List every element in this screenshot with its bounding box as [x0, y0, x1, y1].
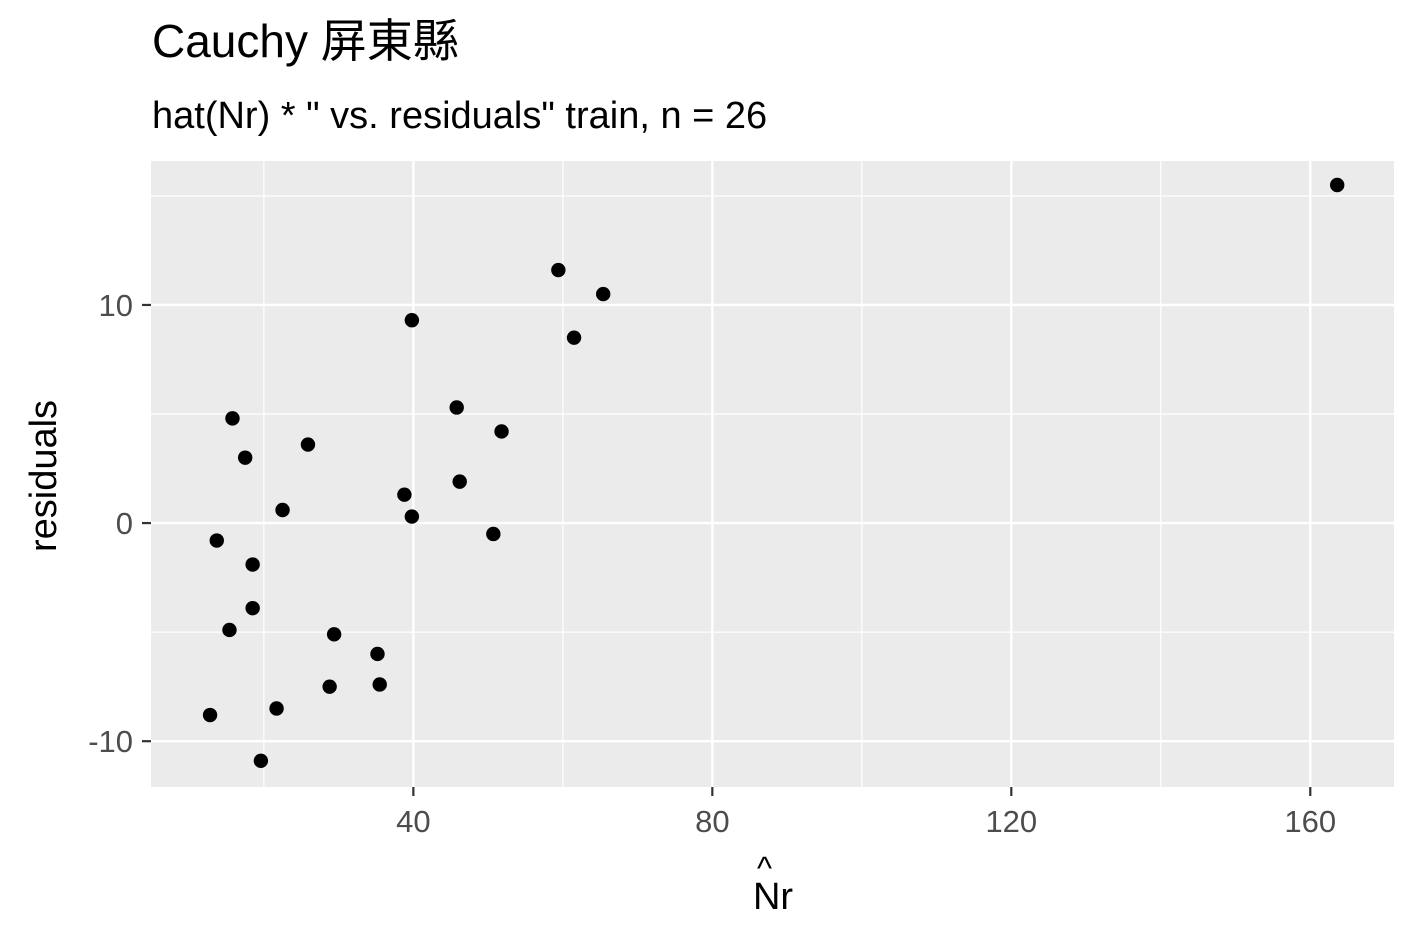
data-point	[494, 424, 509, 439]
data-point	[202, 707, 218, 723]
data-point	[300, 437, 316, 452]
y-tick-label: 0	[116, 506, 133, 541]
x-tick-label: 160	[1284, 804, 1336, 839]
data-point	[1329, 177, 1345, 193]
x-axis-label-text: Nr	[752, 876, 794, 918]
axis-tick-labels: 40 80 120 160 -10 0 10	[88, 288, 1336, 839]
data-point	[222, 622, 237, 638]
data-point	[404, 313, 420, 328]
chart-subtitle: hat(Nr) * " vs. residuals" train, n = 26	[152, 95, 768, 137]
x-tick-label: 120	[985, 804, 1037, 839]
grid-minor	[151, 161, 1394, 787]
data-point	[245, 600, 260, 616]
data-points	[202, 177, 1345, 769]
data-point	[449, 400, 464, 415]
x-tick-label: 80	[695, 804, 729, 839]
data-point	[397, 487, 412, 502]
chart-title: Cauchy 屏東縣	[152, 15, 459, 67]
data-point	[237, 450, 253, 465]
y-axis-label: residuals	[23, 399, 65, 553]
y-tick-label: -10	[88, 724, 133, 759]
grid-major	[151, 161, 1394, 787]
data-point	[275, 502, 290, 518]
data-point	[404, 509, 420, 524]
x-axis-label-hat: ^	[756, 850, 772, 886]
data-point	[452, 474, 467, 489]
data-point	[253, 753, 269, 769]
data-point	[566, 330, 582, 345]
data-point	[209, 533, 224, 548]
plot-panel	[151, 161, 1394, 787]
data-point	[269, 701, 284, 716]
data-point	[326, 627, 342, 642]
data-point	[322, 679, 337, 694]
data-point	[372, 677, 387, 692]
data-point	[245, 557, 260, 572]
data-point	[596, 286, 611, 302]
data-point	[551, 262, 566, 278]
data-point	[486, 526, 501, 542]
axis-ticks	[142, 303, 1312, 796]
x-axis-label: ^ Nr	[752, 852, 794, 918]
data-point	[225, 411, 240, 426]
y-tick-label: 10	[99, 288, 133, 323]
x-tick-label: 40	[396, 804, 430, 839]
data-point	[370, 646, 385, 662]
